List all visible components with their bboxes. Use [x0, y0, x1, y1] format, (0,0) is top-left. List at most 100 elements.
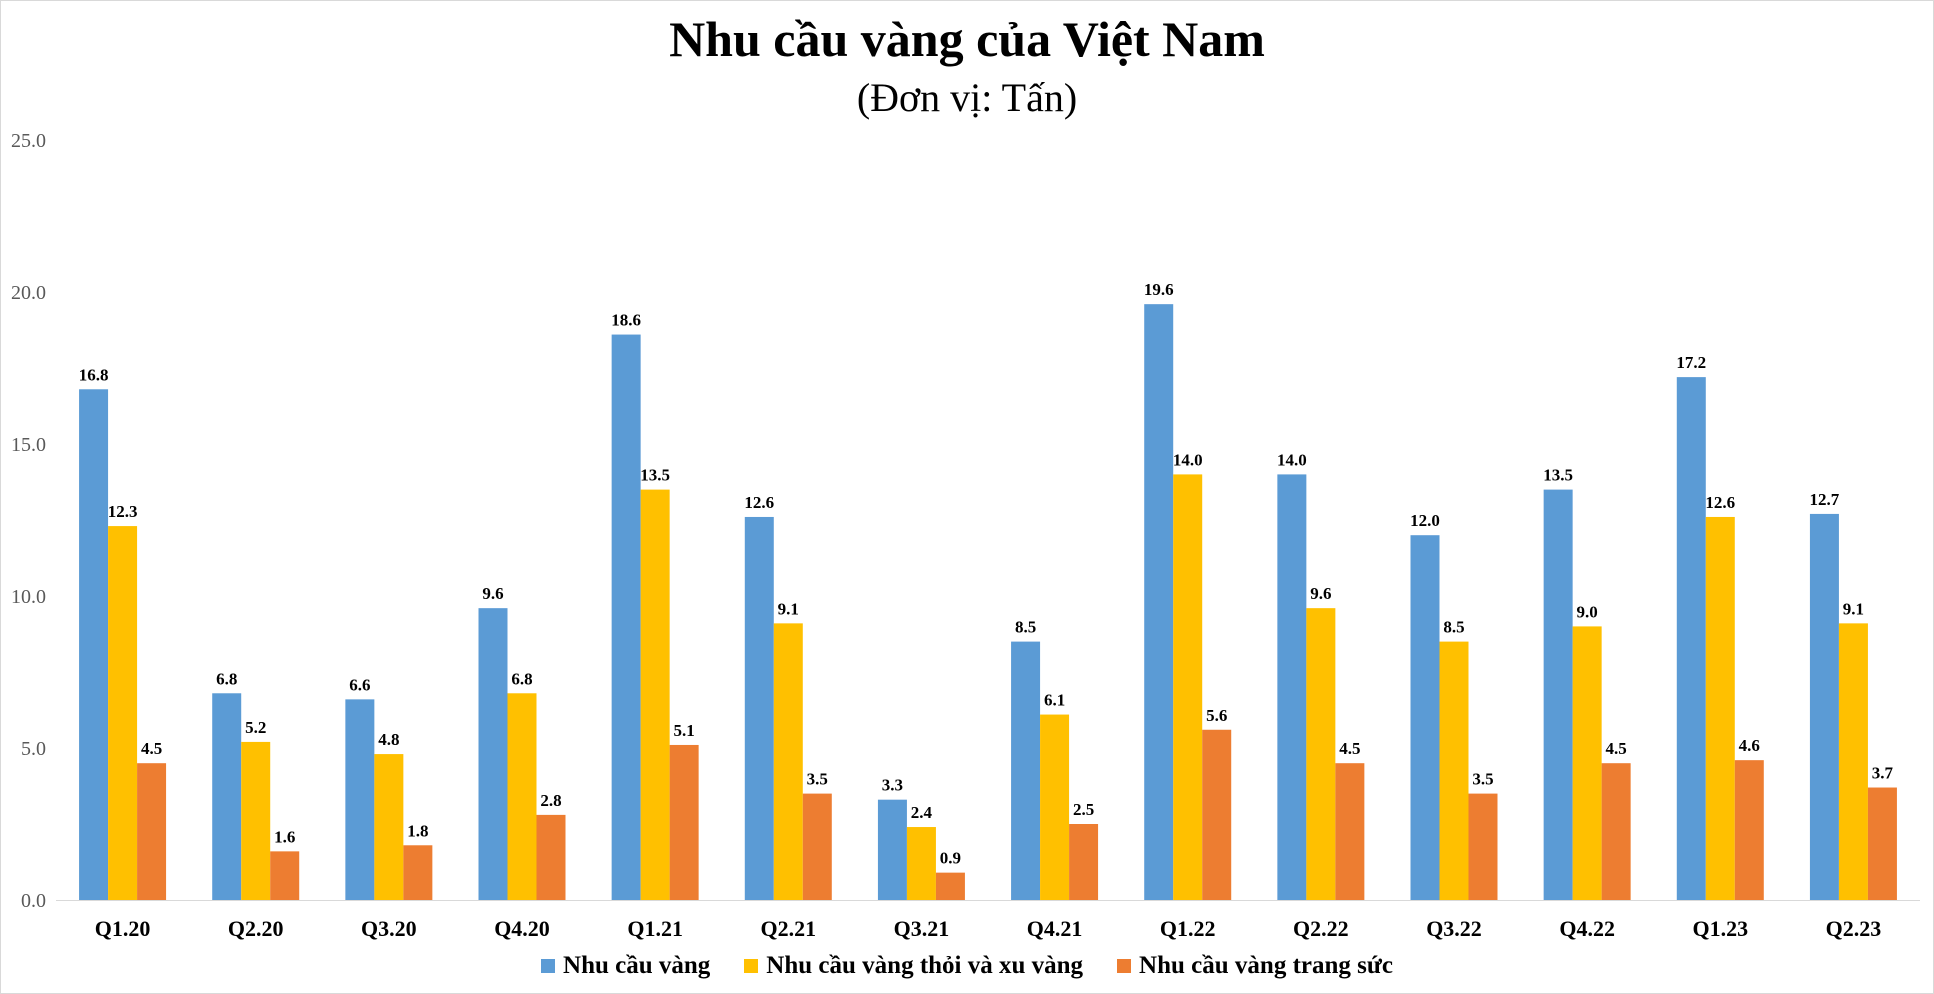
x-tick-label: Q4.20: [494, 916, 550, 941]
data-label: 3.3: [882, 776, 903, 795]
data-label: 8.5: [1443, 618, 1464, 637]
bar: [212, 693, 242, 900]
chart-title: Nhu cầu vàng của Việt Nam: [669, 11, 1265, 67]
data-label: 12.3: [108, 502, 138, 521]
bar: [1173, 474, 1203, 900]
bar: [1809, 513, 1839, 900]
data-label: 6.6: [349, 675, 370, 694]
data-label: 12.6: [1705, 493, 1735, 512]
bar: [1202, 729, 1232, 900]
data-label: 14.0: [1173, 450, 1203, 469]
data-label: 1.6: [274, 827, 295, 846]
data-label: 2.5: [1073, 800, 1094, 819]
data-label: 12.7: [1810, 490, 1840, 509]
bar: [1572, 626, 1602, 900]
data-label: 16.8: [79, 365, 109, 384]
legend-label-series-1: Nhu cầu vàng: [563, 952, 711, 979]
data-label: 9.1: [778, 599, 799, 618]
data-label: 18.6: [611, 311, 641, 330]
x-tick-label: Q1.22: [1160, 916, 1216, 941]
bar: [1306, 608, 1336, 900]
bar: [1011, 641, 1041, 900]
data-label: 4.5: [1606, 739, 1627, 758]
bar: [345, 699, 375, 900]
y-tick-label: 5.0: [21, 738, 46, 760]
x-tick-label: Q3.20: [361, 916, 417, 941]
data-label: 3.5: [807, 770, 828, 789]
data-label: 12.6: [744, 493, 774, 512]
data-label: 6.1: [1044, 691, 1065, 710]
x-tick-label: Q4.22: [1559, 916, 1615, 941]
x-tick-label: Q2.23: [1826, 916, 1882, 941]
bar: [1144, 304, 1174, 900]
bar: [877, 799, 907, 900]
bar: [1867, 787, 1897, 900]
bar: [1705, 516, 1735, 900]
bar: [1069, 824, 1099, 900]
data-label: 9.6: [482, 584, 503, 603]
data-label: 4.6: [1739, 736, 1760, 755]
bar: [507, 693, 537, 900]
data-label: 9.0: [1577, 602, 1598, 621]
bar: [1410, 535, 1440, 900]
legend-swatch-series-3: [1117, 959, 1132, 973]
y-tick-label: 25.0: [11, 130, 46, 152]
data-label: 19.6: [1144, 280, 1174, 299]
bar: [1838, 623, 1868, 900]
data-label: 6.8: [511, 669, 532, 688]
data-label: 3.7: [1872, 764, 1894, 783]
x-tick-label: Q1.21: [627, 916, 683, 941]
y-tick-label: 20.0: [11, 282, 46, 304]
data-label: 12.0: [1410, 511, 1440, 530]
data-label: 9.6: [1310, 584, 1331, 603]
data-label: 5.2: [245, 718, 266, 737]
bar: [1676, 377, 1706, 900]
legend-label-series-2: Nhu cầu vàng thỏi và xu vàng: [766, 952, 1084, 979]
bar: [1543, 489, 1573, 900]
x-tick-label: Q2.21: [760, 916, 816, 941]
x-tick-label: Q1.20: [95, 916, 151, 941]
legend-item-series-3: Nhu cầu vàng trang sức: [1117, 952, 1393, 980]
data-label: 1.8: [407, 821, 428, 840]
bar: [773, 623, 803, 900]
x-tick-label: Q2.20: [228, 916, 284, 941]
bar: [1335, 763, 1365, 900]
legend-item-series-2: Nhu cầu vàng thỏi và xu vàng: [744, 952, 1083, 980]
data-label: 4.5: [141, 739, 162, 758]
x-tick-label: Q4.21: [1027, 916, 1083, 941]
data-label: 13.5: [1543, 466, 1573, 485]
y-tick-label: 0.0: [21, 890, 46, 912]
x-tick-label: Q2.22: [1293, 916, 1349, 941]
legend-label-series-3: Nhu cầu vàng trang sức: [1139, 952, 1393, 979]
bar: [744, 516, 774, 900]
chart-subtitle: (Đơn vị: Tấn): [856, 75, 1078, 120]
bar: [108, 526, 138, 900]
data-label: 17.2: [1676, 353, 1706, 372]
bar: [640, 489, 670, 900]
bar: [1734, 760, 1764, 900]
data-label: 0.9: [940, 849, 961, 868]
legend-item-series-1: Nhu cầu vàng: [541, 952, 710, 980]
bar: [1468, 793, 1498, 900]
bar: [374, 754, 404, 900]
y-tick-label: 10.0: [11, 586, 46, 608]
bar: [137, 763, 167, 900]
bar: [79, 389, 109, 900]
data-label: 8.5: [1015, 618, 1036, 637]
data-label: 2.4: [911, 803, 933, 822]
bar: [478, 608, 508, 900]
data-label: 5.1: [674, 721, 695, 740]
bar: [1601, 763, 1631, 900]
data-label: 4.5: [1339, 739, 1360, 758]
data-label: 6.8: [216, 669, 237, 688]
x-tick-label: Q3.21: [894, 916, 950, 941]
bar: [935, 872, 965, 900]
x-tick-label: Q1.23: [1692, 916, 1748, 941]
bar: [1040, 714, 1070, 900]
bar: [241, 741, 271, 900]
data-label: 5.6: [1206, 706, 1227, 725]
bar: [1439, 641, 1469, 900]
bar: [802, 793, 832, 900]
x-tick-label: Q3.22: [1426, 916, 1482, 941]
